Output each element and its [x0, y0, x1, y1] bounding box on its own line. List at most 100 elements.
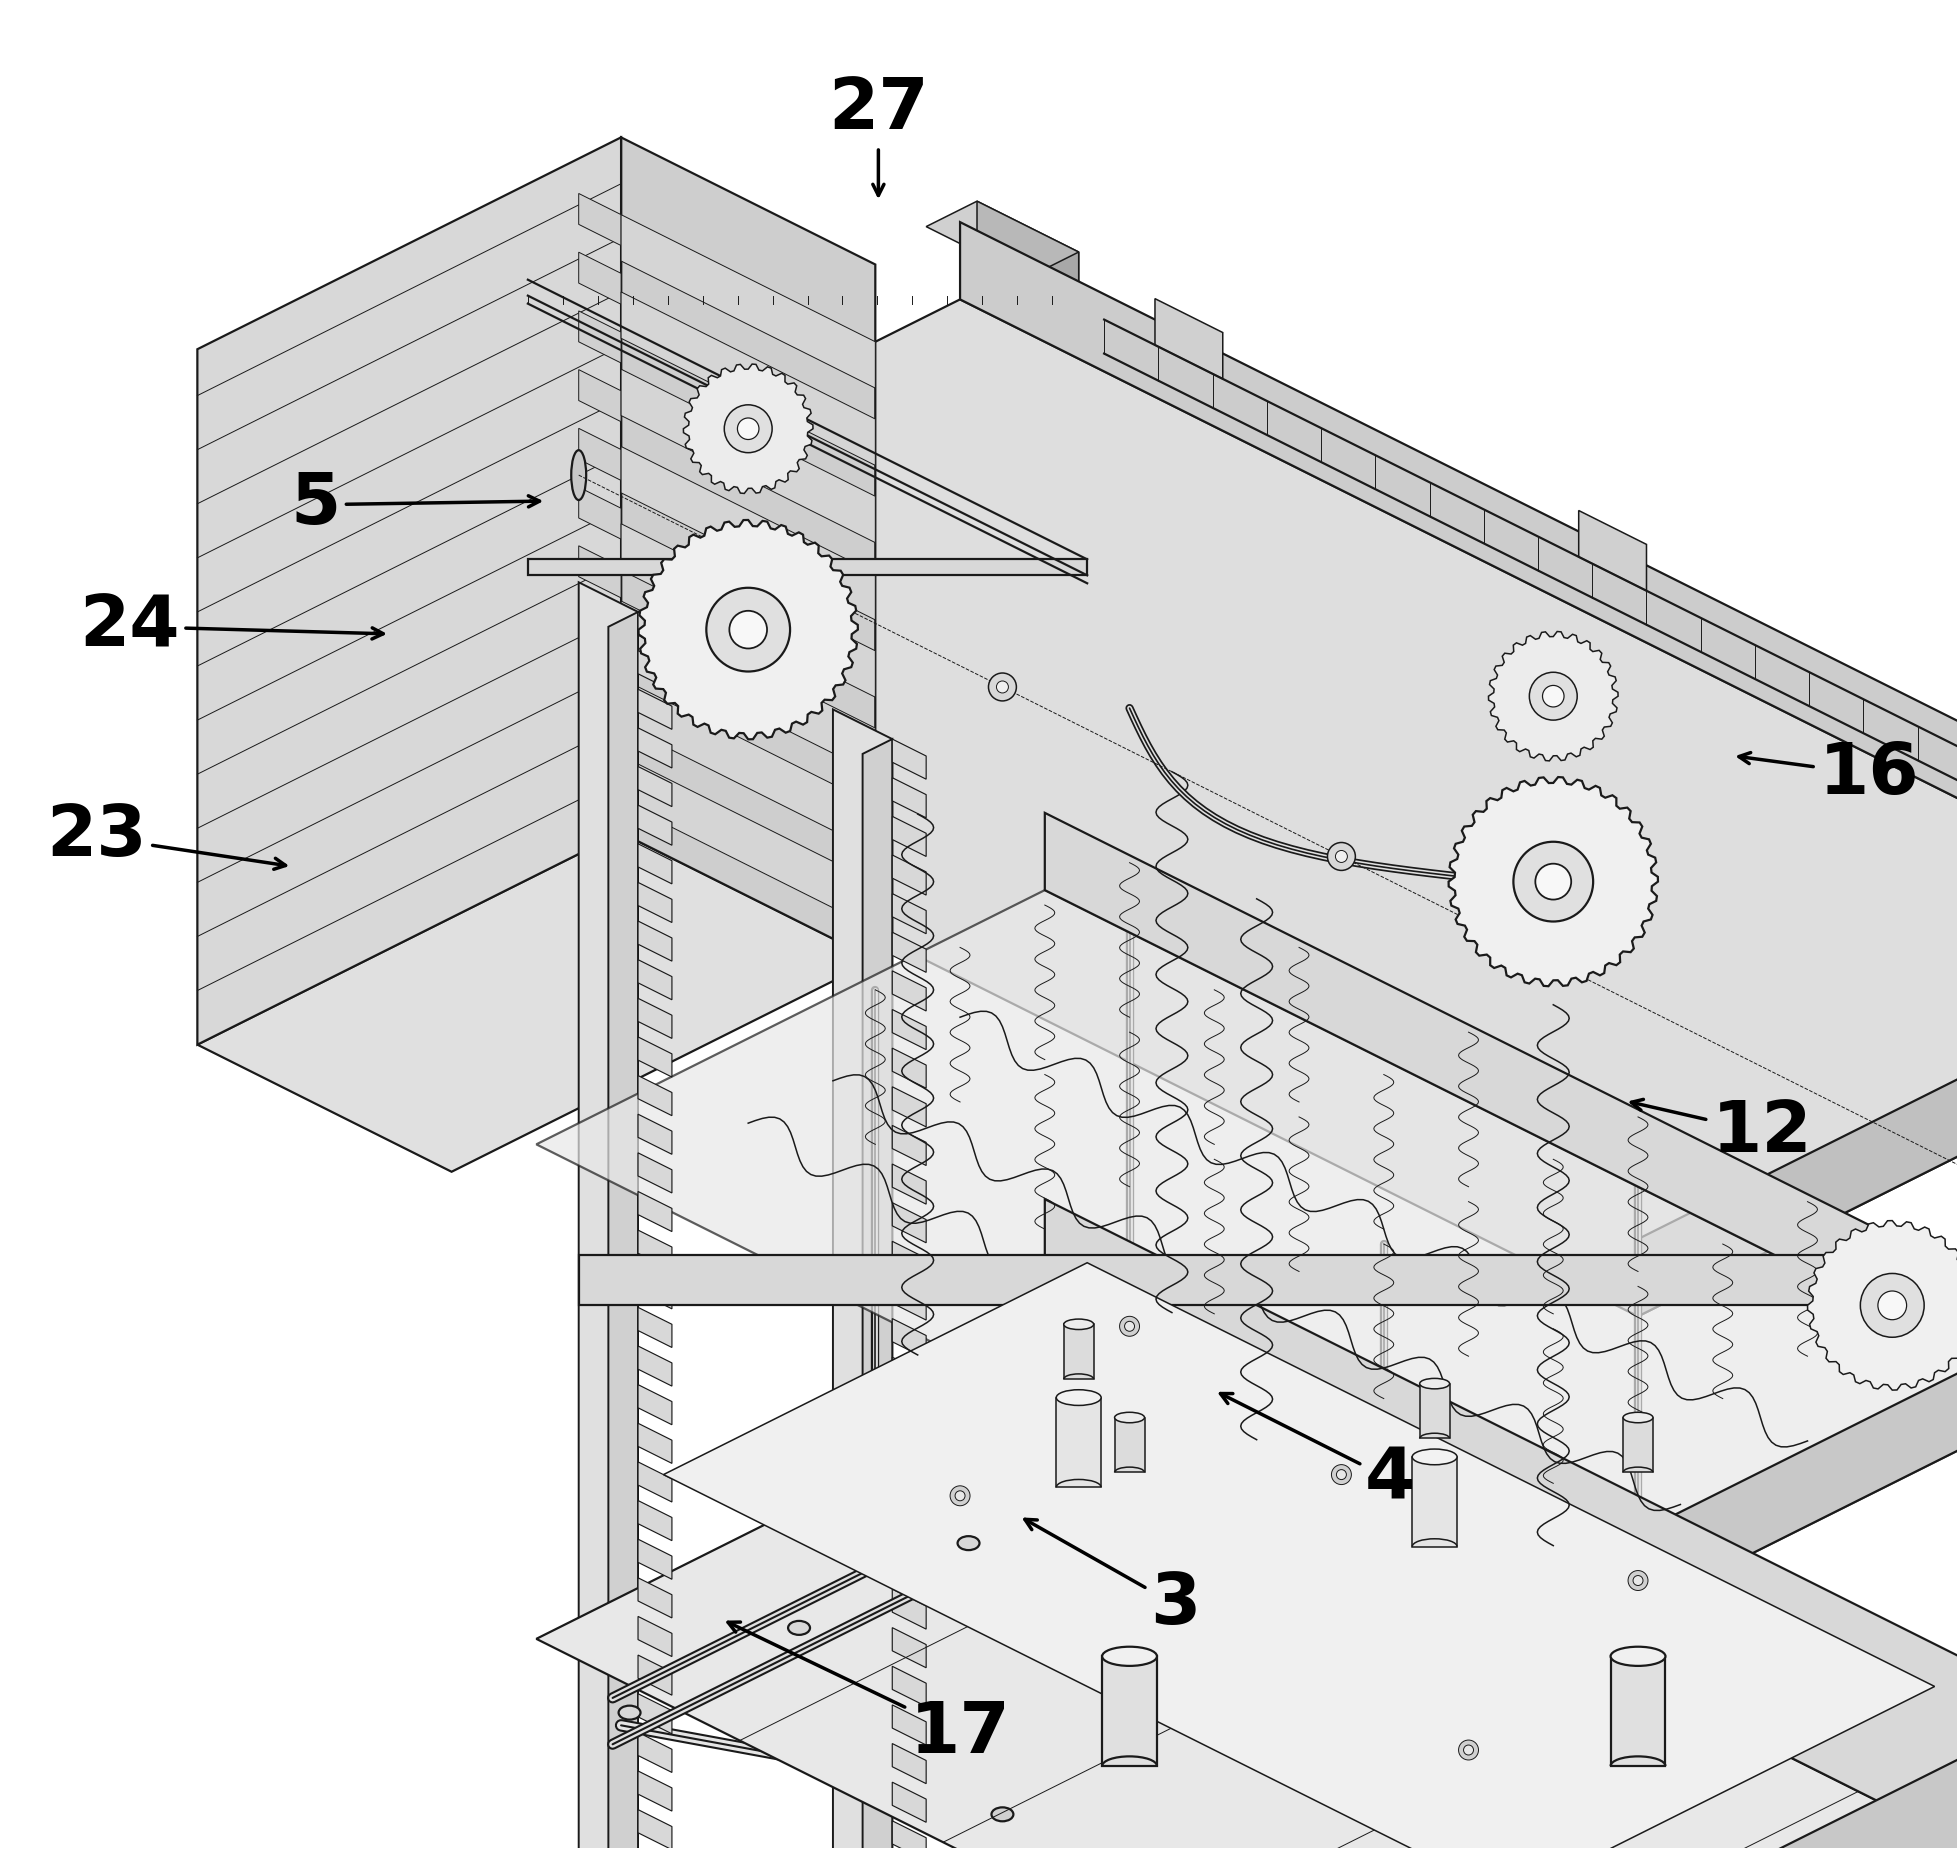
Polygon shape: [927, 202, 1078, 278]
Polygon shape: [662, 1262, 1935, 1851]
Polygon shape: [892, 972, 927, 1011]
Circle shape: [1535, 864, 1572, 900]
Polygon shape: [578, 487, 621, 539]
Polygon shape: [892, 1627, 927, 1668]
Polygon shape: [892, 855, 927, 896]
Polygon shape: [1639, 900, 1960, 1316]
Polygon shape: [621, 215, 876, 389]
Polygon shape: [639, 1771, 672, 1810]
Polygon shape: [1552, 1708, 1960, 1851]
Circle shape: [996, 681, 1007, 692]
Polygon shape: [892, 1125, 927, 1166]
Polygon shape: [892, 1396, 927, 1436]
Circle shape: [1119, 1316, 1139, 1336]
Polygon shape: [960, 222, 1960, 977]
Polygon shape: [1552, 1322, 1960, 1653]
Polygon shape: [608, 613, 639, 1851]
Polygon shape: [639, 844, 672, 885]
Ellipse shape: [1064, 1320, 1094, 1329]
Ellipse shape: [1419, 1379, 1450, 1388]
Circle shape: [988, 674, 1017, 702]
Polygon shape: [621, 755, 876, 929]
Text: 17: 17: [727, 1621, 1011, 1768]
Polygon shape: [621, 368, 876, 542]
Ellipse shape: [570, 450, 586, 500]
Bar: [1064, 1323, 1094, 1379]
Polygon shape: [198, 137, 621, 1044]
Polygon shape: [621, 137, 876, 961]
Polygon shape: [1578, 511, 1646, 590]
Polygon shape: [892, 1435, 927, 1475]
Circle shape: [1458, 1740, 1478, 1760]
Polygon shape: [639, 1153, 672, 1192]
Polygon shape: [1045, 813, 1960, 1399]
Polygon shape: [892, 1087, 927, 1127]
Polygon shape: [537, 890, 1960, 1653]
Polygon shape: [578, 583, 639, 1851]
Bar: [1115, 1418, 1145, 1472]
Polygon shape: [976, 202, 1078, 298]
Ellipse shape: [1056, 1390, 1102, 1405]
Polygon shape: [639, 727, 672, 768]
Circle shape: [706, 589, 790, 672]
Polygon shape: [1027, 252, 1078, 324]
Polygon shape: [639, 1037, 672, 1077]
Polygon shape: [639, 922, 672, 961]
Polygon shape: [578, 663, 621, 714]
Bar: [1102, 1657, 1156, 1766]
Polygon shape: [621, 677, 876, 851]
Polygon shape: [639, 766, 672, 807]
Ellipse shape: [1115, 1412, 1145, 1423]
Ellipse shape: [1623, 1412, 1652, 1423]
Polygon shape: [621, 524, 876, 698]
Polygon shape: [639, 1655, 672, 1696]
Polygon shape: [282, 300, 1960, 1316]
Polygon shape: [639, 1847, 672, 1851]
Polygon shape: [639, 1192, 672, 1231]
Polygon shape: [621, 292, 876, 465]
Polygon shape: [1723, 1540, 1960, 1851]
Polygon shape: [639, 1694, 672, 1734]
Circle shape: [1878, 1290, 1907, 1320]
Circle shape: [1529, 672, 1578, 720]
Polygon shape: [639, 689, 672, 729]
Polygon shape: [684, 365, 813, 494]
Circle shape: [1633, 1575, 1642, 1586]
Text: 4: 4: [1221, 1394, 1415, 1514]
Polygon shape: [892, 933, 927, 972]
Circle shape: [1860, 1273, 1925, 1336]
Polygon shape: [1154, 298, 1223, 379]
Polygon shape: [639, 883, 672, 922]
Polygon shape: [1478, 1027, 1629, 1103]
Text: 23: 23: [47, 803, 286, 872]
Polygon shape: [639, 613, 672, 652]
Polygon shape: [639, 1114, 672, 1155]
Polygon shape: [892, 777, 927, 818]
Polygon shape: [425, 476, 527, 574]
Polygon shape: [1045, 1199, 1960, 1851]
Polygon shape: [892, 1009, 927, 1050]
Polygon shape: [892, 1783, 927, 1821]
Polygon shape: [476, 528, 527, 600]
Polygon shape: [892, 894, 927, 933]
Circle shape: [951, 1486, 970, 1505]
Circle shape: [1629, 1570, 1648, 1590]
Polygon shape: [892, 1164, 927, 1205]
Circle shape: [1464, 1745, 1474, 1755]
Polygon shape: [862, 739, 892, 1851]
Polygon shape: [892, 1357, 927, 1398]
Bar: [578, 1255, 1960, 1305]
Bar: [1419, 1383, 1450, 1438]
Polygon shape: [1529, 1027, 1629, 1125]
Polygon shape: [1807, 1220, 1960, 1390]
Text: 5: 5: [290, 470, 539, 539]
Bar: [1056, 1398, 1102, 1488]
Circle shape: [1337, 1470, 1347, 1479]
Circle shape: [955, 1490, 964, 1501]
Polygon shape: [639, 1075, 672, 1116]
Polygon shape: [892, 1551, 927, 1590]
Circle shape: [1513, 842, 1593, 922]
Text: 24: 24: [80, 592, 384, 661]
Polygon shape: [639, 1577, 672, 1618]
Polygon shape: [621, 446, 876, 620]
